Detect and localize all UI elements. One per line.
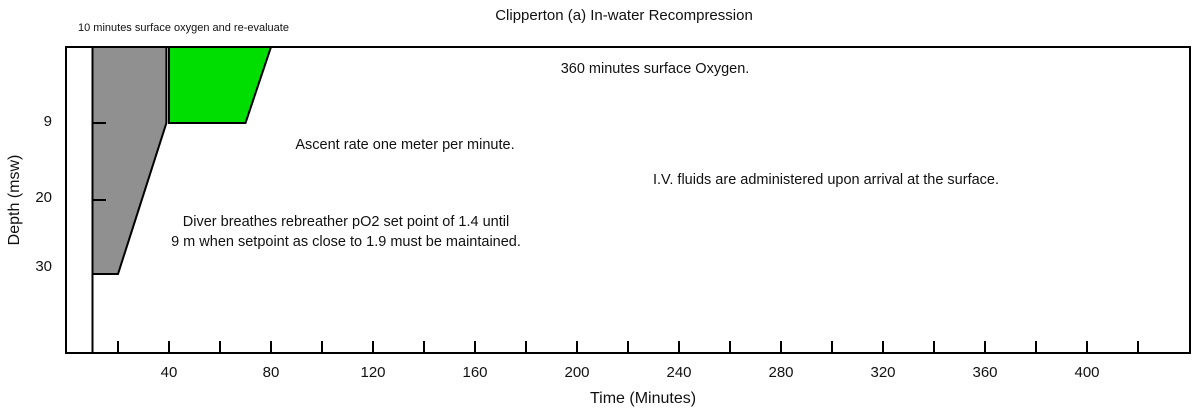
x-tick-label: 360 (972, 364, 998, 381)
annotation-iv-fluids: I.V. fluids are administered upon arriva… (652, 172, 1000, 188)
y-tick-label: 9 (43, 113, 52, 130)
x-tick-label: 120 (360, 364, 386, 381)
chart-title: Clipperton (a) In-water Recompression (495, 7, 753, 24)
x-tick-label: 200 (564, 364, 590, 381)
annotation-rebreather-line2: 9 m when setpoint as close to 1.9 must b… (171, 234, 521, 250)
y-tick-label: 20 (35, 188, 52, 206)
annotation-ascent-rate: Ascent rate one meter per minute. (295, 137, 515, 153)
x-tick-label: 280 (768, 364, 794, 381)
rebreather-descent-phase (91, 46, 168, 275)
plot-frame (65, 46, 1191, 354)
annotation-surface-oxygen-360min: 360 minutes surface Oxygen. (560, 61, 750, 77)
oxygen-9m-phase (168, 46, 273, 124)
x-tick-label: 320 (870, 364, 896, 381)
x-tick-label: 240 (666, 364, 692, 381)
x-tick-label: 400 (1074, 364, 1100, 381)
x-tick-label: 40 (160, 364, 178, 381)
annotation-rebreather-line1: Diver breathes rebreather pO2 set point … (182, 214, 510, 230)
x-tick-label: 80 (262, 364, 280, 381)
x-axis-title: Time (Minutes) (589, 390, 697, 407)
y-tick-label: 30 (35, 258, 52, 275)
annotation-surface-oxygen-10min: 10 minutes surface oxygen and re-evaluat… (78, 22, 289, 34)
annotation-rebreather-setpoint: Diver breathes rebreather pO2 set point … (171, 212, 521, 252)
x-tick-label: 160 (462, 364, 488, 381)
